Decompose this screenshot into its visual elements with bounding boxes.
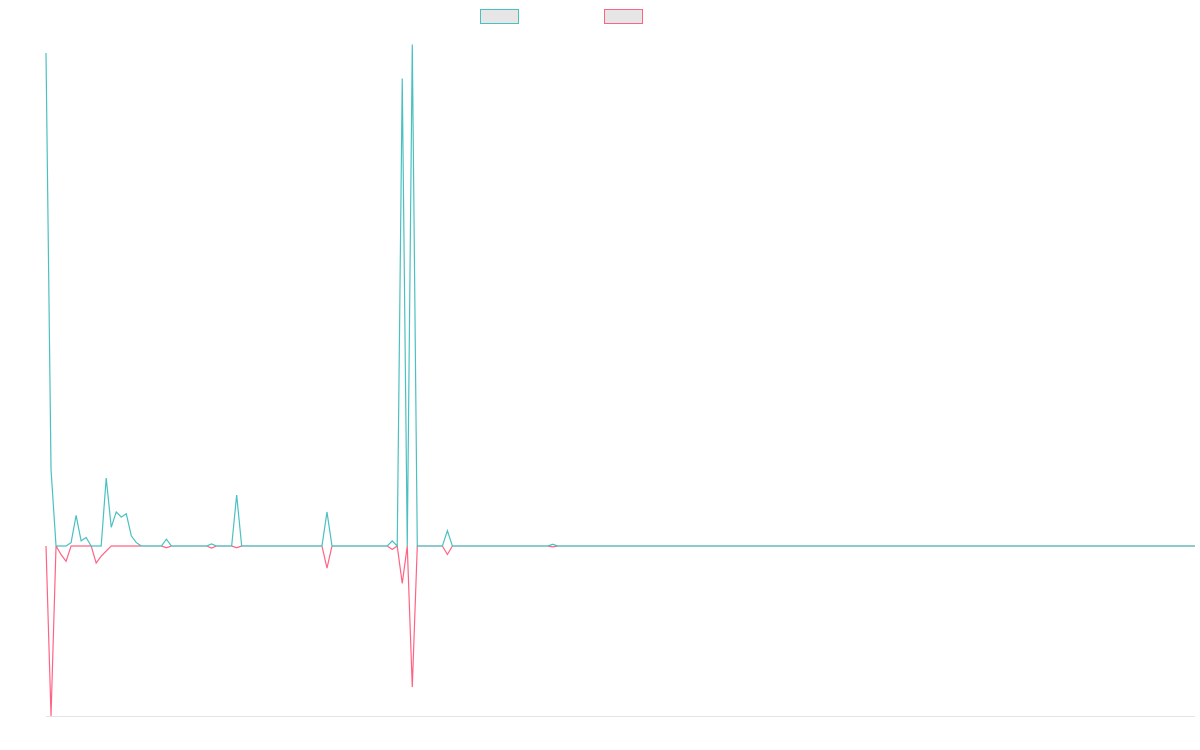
legend-swatch-series-1 xyxy=(480,9,519,24)
series-line-2 xyxy=(45,543,1195,717)
chart-legend xyxy=(0,9,1200,29)
legend-swatch-series-2 xyxy=(604,9,643,24)
series-layer xyxy=(45,44,1195,717)
series-line-1 xyxy=(45,44,1195,548)
